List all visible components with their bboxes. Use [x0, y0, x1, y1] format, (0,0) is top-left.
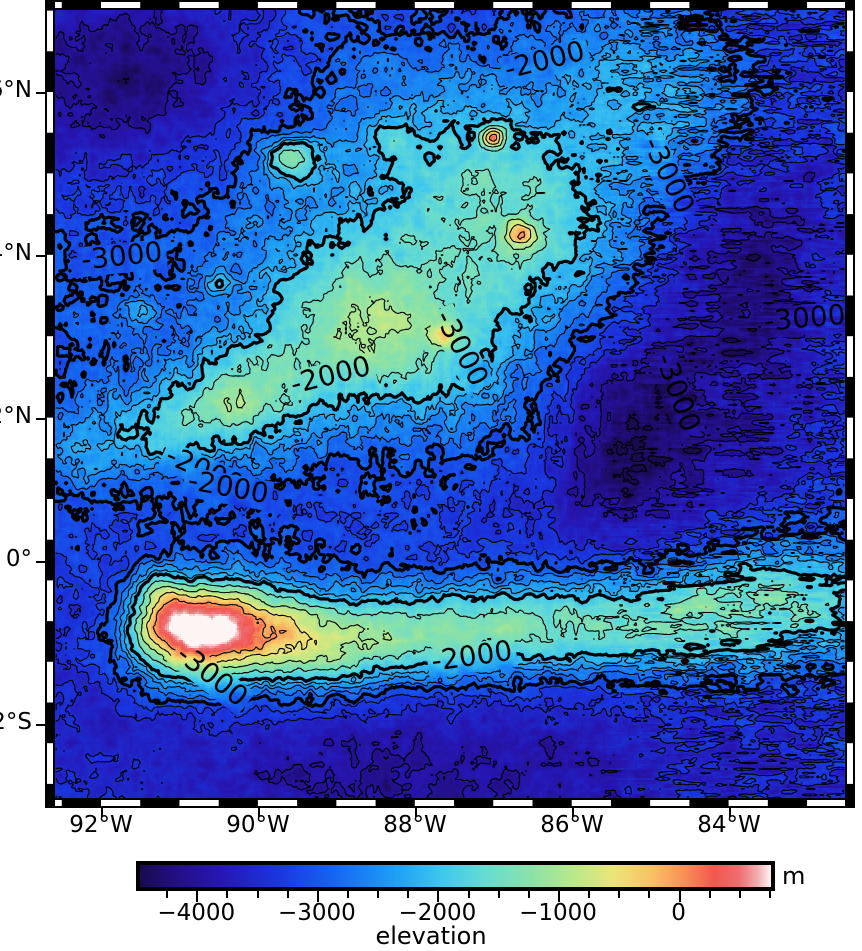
colorbar-minor-tick	[166, 891, 169, 898]
colorbar-major-tick-3	[557, 891, 560, 902]
colorbar-tick-label-4: 0	[671, 900, 686, 926]
x-tick-0	[101, 808, 103, 817]
colorbar-tick-label-3: −1000	[519, 900, 597, 926]
colorbar-unit-label: m	[782, 862, 806, 890]
y-tick-label-0: 6°N	[0, 77, 32, 103]
y-tick-2	[36, 418, 45, 420]
colorbar-minor-tick	[226, 891, 229, 898]
colorbar-minor-tick	[377, 891, 380, 898]
colorbar-tick-label-0: −4000	[157, 900, 236, 926]
colorbar-major-tick-4	[678, 891, 681, 902]
colorbar-minor-tick	[346, 891, 349, 898]
colorbar-minor-tick	[467, 891, 470, 898]
map-frame-band-right	[845, 0, 855, 808]
map-frame-band-left	[45, 0, 55, 808]
y-tick-label-4: 2°S	[0, 709, 32, 735]
x-tick-label-3: 86°W	[540, 812, 604, 838]
y-tick-3	[36, 561, 45, 563]
colorbar-minor-tick	[618, 891, 621, 898]
colorbar-major-tick-2	[437, 891, 440, 902]
y-tick-4	[36, 724, 45, 726]
x-tick-1	[258, 808, 260, 817]
x-tick-label-0: 92°W	[69, 812, 133, 838]
colorbar-minor-tick	[738, 891, 741, 898]
map-frame-band-bottom	[45, 798, 855, 808]
colorbar-tick-label-1: −3000	[277, 900, 356, 926]
colorbar-gradient	[140, 865, 771, 887]
y-tick-label-1: 4°N	[0, 240, 32, 266]
colorbar-minor-tick	[768, 891, 771, 898]
colorbar-minor-tick	[708, 891, 711, 898]
bathymetry-raster[interactable]	[55, 8, 845, 800]
colorbar-minor-tick	[648, 891, 651, 898]
y-tick-1	[36, 255, 45, 257]
colorbar-minor-tick	[527, 891, 530, 898]
colorbar-minor-tick	[407, 891, 410, 898]
colorbar-minor-tick	[588, 891, 591, 898]
map-frame-band-top	[45, 0, 855, 10]
colorbar[interactable]	[136, 861, 775, 891]
colorbar-minor-tick	[256, 891, 259, 898]
colorbar-minor-tick	[497, 891, 500, 898]
colorbar-major-tick-1	[316, 891, 319, 902]
x-tick-label-4: 84°W	[697, 812, 761, 838]
colorbar-minor-tick	[286, 891, 289, 898]
y-tick-label-2: 2°N	[0, 403, 32, 429]
colorbar-major-tick-0	[196, 891, 199, 902]
colorbar-title: elevation	[375, 922, 487, 950]
x-tick-label-1: 90°W	[226, 812, 290, 838]
map-plot-area[interactable]	[55, 8, 845, 800]
x-tick-label-2: 88°W	[383, 812, 447, 838]
colorbar-tick-label-2: −2000	[398, 900, 477, 926]
x-tick-3	[572, 808, 574, 817]
y-tick-0	[36, 92, 45, 94]
y-tick-label-3: 0°	[5, 546, 32, 572]
x-tick-2	[415, 808, 417, 817]
x-tick-4	[729, 808, 731, 817]
